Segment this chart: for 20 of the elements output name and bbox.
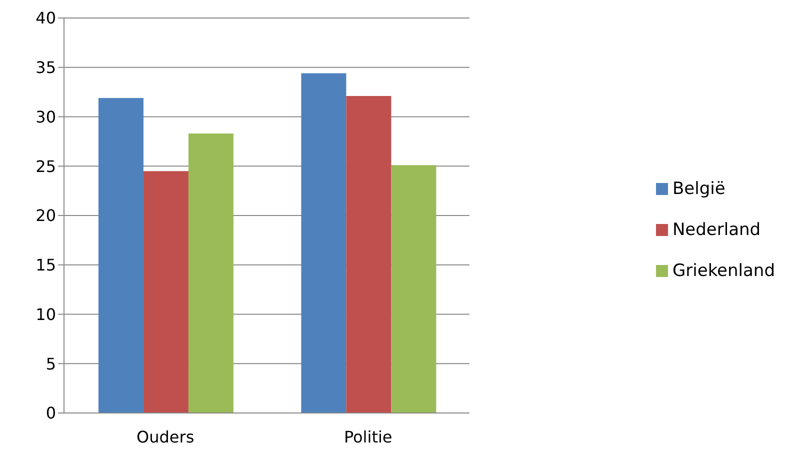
- legend-label: België: [672, 179, 726, 199]
- x-tick-label: Politie: [344, 427, 392, 446]
- bar: [98, 98, 144, 413]
- y-tick-label: 25: [36, 156, 56, 176]
- y-tick-label: 10: [36, 304, 56, 324]
- y-tick-label: 0: [46, 404, 56, 423]
- y-tick-label: 15: [36, 256, 56, 275]
- legend-label: Nederland: [672, 220, 761, 240]
- y-tick-label: 20: [36, 206, 56, 226]
- bar: [143, 171, 188, 413]
- y-tick-label: 30: [36, 107, 56, 126]
- bar: [188, 134, 234, 413]
- x-tick-label: Ouders: [136, 427, 194, 446]
- y-tick-label: 35: [36, 58, 56, 78]
- bar: [346, 96, 392, 413]
- legend-label: Griekenland: [672, 261, 775, 281]
- y-tick-label: 40: [36, 8, 56, 28]
- bar: [391, 165, 436, 413]
- y-tick-label: 5: [46, 354, 56, 374]
- bar: [301, 73, 346, 413]
